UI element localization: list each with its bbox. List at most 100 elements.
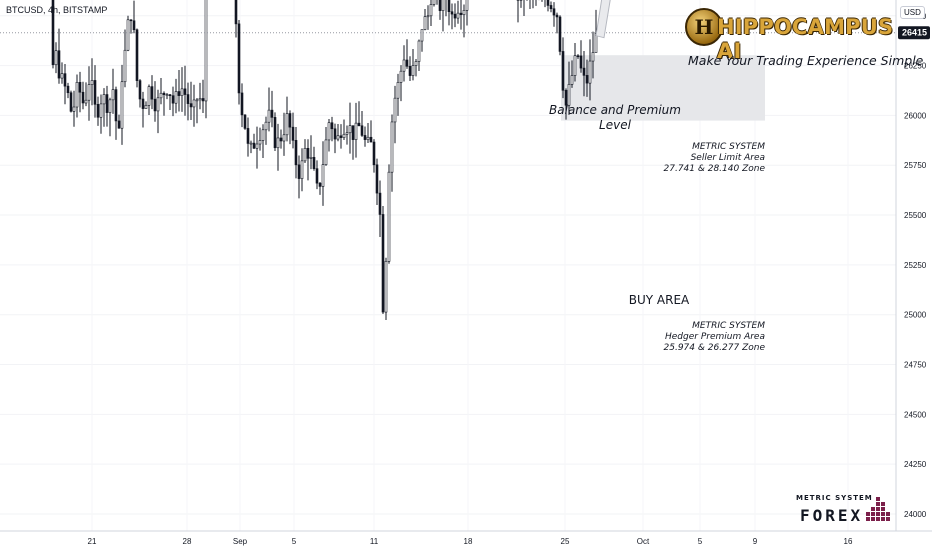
candle-body bbox=[135, 29, 139, 81]
candle-body bbox=[375, 164, 379, 194]
candle-body bbox=[582, 67, 586, 76]
note-line: METRIC SYSTEM bbox=[692, 321, 765, 331]
candle-body bbox=[234, 0, 238, 25]
candle-body bbox=[576, 55, 580, 58]
candle-body bbox=[105, 94, 109, 113]
candle-body bbox=[291, 126, 295, 141]
price-tick-label: 25750 bbox=[904, 161, 927, 170]
candle-body bbox=[585, 75, 589, 84]
note-line: Hedger Premium Area bbox=[664, 332, 765, 342]
candle-body bbox=[273, 117, 277, 149]
candle-body bbox=[192, 99, 196, 108]
candle-body bbox=[153, 98, 157, 112]
candle-body bbox=[102, 94, 106, 105]
candle-body bbox=[570, 75, 574, 85]
seller-zone-note: METRIC SYSTEM Seller Limit Area 27.741 &… bbox=[600, 142, 766, 175]
watermark-top-text: METRIC SYSTEM bbox=[796, 494, 873, 502]
candle-body bbox=[351, 125, 355, 140]
buy-zone-label: BUY AREA bbox=[629, 293, 690, 307]
candle-body bbox=[381, 214, 385, 313]
price-tick-label: 25500 bbox=[904, 211, 927, 220]
candle-body bbox=[282, 134, 286, 142]
candle-body bbox=[72, 106, 76, 112]
price-tick-label: 24750 bbox=[904, 361, 927, 370]
candle-body bbox=[456, 12, 460, 19]
candle-body bbox=[294, 140, 298, 166]
candle-body bbox=[237, 23, 241, 94]
bar-stack-cell bbox=[881, 512, 885, 516]
candle-body bbox=[81, 91, 85, 104]
candle-body bbox=[399, 70, 403, 83]
candle-body bbox=[366, 136, 370, 140]
price-tick-label: 26000 bbox=[904, 111, 927, 120]
candle-body bbox=[333, 128, 337, 140]
candle-body bbox=[129, 19, 133, 22]
candle-body bbox=[180, 88, 184, 96]
candle-body bbox=[552, 8, 556, 16]
candle-body bbox=[51, 0, 55, 66]
candles bbox=[51, 0, 598, 320]
note-line: METRIC SYSTEM bbox=[692, 142, 765, 152]
candle-body bbox=[78, 82, 82, 93]
last-price-badge: 26415 bbox=[898, 26, 930, 40]
candle-body bbox=[63, 73, 67, 87]
candle-body bbox=[549, 5, 553, 10]
candle-body bbox=[90, 80, 94, 85]
candle-body bbox=[354, 122, 358, 140]
price-tick-label: 24250 bbox=[904, 460, 927, 469]
candle-body bbox=[567, 84, 571, 106]
bar-stack-cell bbox=[886, 512, 890, 516]
time-axis[interactable]: 21 28 Sep 5 11 18 25 Oct 5 9 16 bbox=[88, 537, 853, 546]
metric-system-forex-watermark: METRIC SYSTEM FOREX bbox=[794, 492, 894, 526]
candle-body bbox=[429, 4, 433, 17]
candle-body bbox=[276, 137, 280, 149]
candle-body bbox=[453, 13, 457, 19]
candle-body bbox=[249, 142, 253, 145]
candle-body bbox=[156, 97, 160, 112]
candle-body bbox=[195, 99, 199, 102]
candle-body bbox=[330, 122, 334, 130]
price-tick-label: 25000 bbox=[904, 311, 927, 320]
candle-body bbox=[204, 0, 208, 102]
time-tick-label: 18 bbox=[464, 537, 473, 546]
premium-zone-label-2: Level bbox=[599, 118, 632, 132]
bar-stack-cell bbox=[871, 512, 875, 516]
candle-body bbox=[360, 125, 364, 136]
candle-body bbox=[369, 136, 373, 143]
candle-body bbox=[198, 98, 202, 101]
candle-body bbox=[60, 73, 64, 79]
candle-body bbox=[243, 114, 247, 129]
symbol-header[interactable]: BTCUSD, 4h, BITSTAMP bbox=[6, 5, 108, 15]
note-line: 25.974 & 26.277 Zone bbox=[663, 343, 766, 353]
candle-body bbox=[342, 133, 346, 138]
time-tick-label: 5 bbox=[698, 537, 703, 546]
candle-body bbox=[159, 92, 163, 99]
price-tick-label: 24000 bbox=[904, 510, 927, 519]
candle-body bbox=[405, 59, 409, 67]
candle-body bbox=[573, 55, 577, 76]
candle-body bbox=[312, 157, 316, 169]
note-line: Seller Limit Area bbox=[690, 153, 765, 163]
candle-body bbox=[126, 19, 130, 51]
bar-stack-cell bbox=[876, 517, 880, 521]
candle-body bbox=[96, 104, 100, 118]
candle-body bbox=[387, 171, 391, 262]
candle-body bbox=[345, 132, 349, 135]
bar-stack-cell bbox=[871, 507, 875, 511]
candle-body bbox=[201, 98, 205, 102]
brand-tagline: Make Your Trading Experience Simple bbox=[688, 53, 924, 68]
candle-body bbox=[144, 105, 148, 109]
candle-body bbox=[147, 86, 151, 106]
candle-body bbox=[450, 11, 454, 15]
bar-stack-cell bbox=[866, 517, 870, 521]
price-tick-label: 24500 bbox=[904, 410, 927, 419]
candle-body bbox=[162, 92, 166, 95]
candle-body bbox=[420, 29, 424, 42]
bar-stack-cell bbox=[871, 517, 875, 521]
currency-button[interactable]: USD bbox=[900, 6, 925, 19]
candle-body bbox=[57, 50, 61, 79]
brand-logo: H HIPPOCAMPUS AI bbox=[685, 6, 895, 63]
candle-body bbox=[306, 148, 310, 159]
candle-body bbox=[438, 0, 442, 11]
